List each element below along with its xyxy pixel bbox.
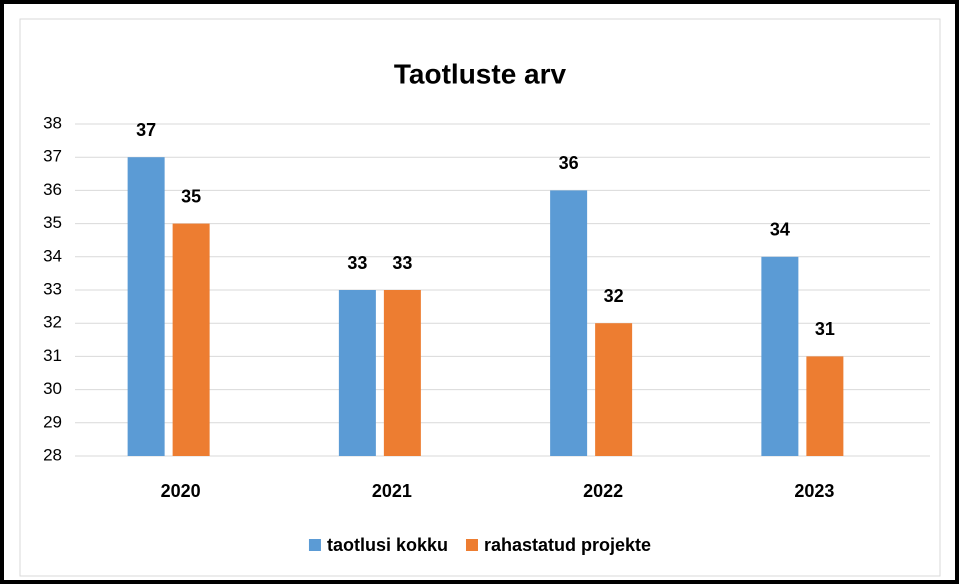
- y-tick-label: 31: [43, 346, 62, 365]
- legend-swatch: [465, 539, 478, 551]
- bar: [761, 256, 799, 456]
- x-tick-label: 2023: [794, 481, 834, 501]
- bar: [127, 157, 165, 456]
- bar: [806, 356, 844, 456]
- bar: [550, 190, 588, 456]
- y-tick-label: 36: [43, 180, 62, 199]
- bar: [338, 290, 376, 456]
- y-tick-label: 28: [43, 445, 62, 464]
- y-tick-label: 34: [43, 246, 62, 265]
- x-tick-label: 2022: [583, 481, 623, 501]
- bar: [172, 223, 210, 456]
- y-tick-label: 37: [43, 147, 62, 166]
- y-tick-label: 38: [43, 113, 62, 132]
- y-tick-label: 35: [43, 213, 62, 232]
- data-label: 36: [559, 153, 579, 173]
- legend-label: rahastatud projekte: [484, 535, 651, 555]
- legend-swatch: [308, 539, 321, 551]
- data-label: 34: [770, 220, 790, 240]
- x-tick-label: 2021: [372, 481, 412, 501]
- data-label: 31: [815, 319, 835, 339]
- y-tick-label: 29: [43, 412, 62, 431]
- y-tick-label: 32: [43, 313, 62, 332]
- bar: [383, 290, 421, 456]
- data-label: 32: [604, 286, 624, 306]
- y-tick-label: 33: [43, 279, 62, 298]
- x-tick-label: 2020: [161, 481, 201, 501]
- data-label: 33: [392, 253, 412, 273]
- bar: [595, 323, 633, 456]
- y-tick-label: 30: [43, 379, 62, 398]
- legend-label: taotlusi kokku: [327, 535, 448, 555]
- data-label: 37: [136, 120, 156, 140]
- data-label: 33: [347, 253, 367, 273]
- data-label: 35: [181, 186, 201, 206]
- chart-title: Taotluste arv: [394, 58, 567, 89]
